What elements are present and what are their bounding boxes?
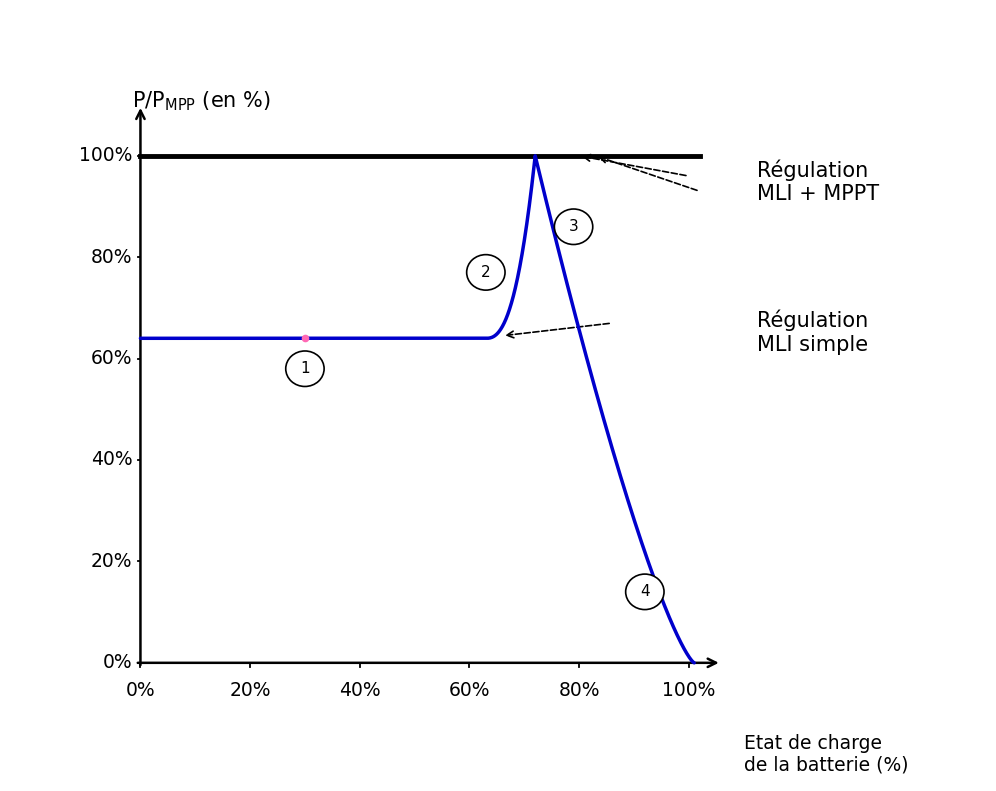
Text: 2: 2 bbox=[481, 265, 491, 280]
Text: 0%: 0% bbox=[125, 680, 155, 699]
Text: 80%: 80% bbox=[559, 680, 600, 699]
Circle shape bbox=[555, 209, 593, 244]
Text: 60%: 60% bbox=[91, 349, 132, 368]
Text: 0%: 0% bbox=[103, 653, 132, 672]
Text: 40%: 40% bbox=[339, 680, 380, 699]
Text: 4: 4 bbox=[640, 585, 649, 600]
Text: 20%: 20% bbox=[229, 680, 271, 699]
Text: 100%: 100% bbox=[662, 680, 715, 699]
Text: 1: 1 bbox=[300, 361, 310, 377]
Text: Etat de charge
de la batterie (%): Etat de charge de la batterie (%) bbox=[744, 734, 908, 775]
Text: 60%: 60% bbox=[448, 680, 490, 699]
Circle shape bbox=[625, 574, 664, 610]
Text: 80%: 80% bbox=[91, 248, 132, 267]
Circle shape bbox=[467, 255, 505, 290]
Text: 3: 3 bbox=[569, 219, 579, 234]
Text: 20%: 20% bbox=[91, 552, 132, 571]
Text: 40%: 40% bbox=[91, 451, 132, 470]
Text: Régulation
MLI + MPPT: Régulation MLI + MPPT bbox=[757, 160, 879, 204]
Circle shape bbox=[286, 351, 324, 387]
Text: P/P$_{\mathregular{MPP}}$ (en %): P/P$_{\mathregular{MPP}}$ (en %) bbox=[132, 90, 271, 113]
Text: 100%: 100% bbox=[79, 146, 132, 165]
Text: Régulation
MLI simple: Régulation MLI simple bbox=[757, 310, 869, 354]
